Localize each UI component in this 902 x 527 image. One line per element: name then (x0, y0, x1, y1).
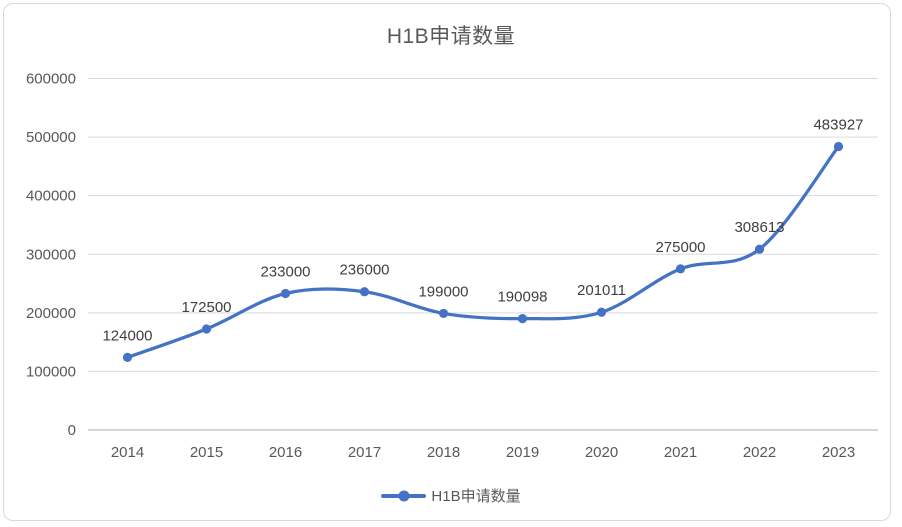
x-tick-label: 2019 (506, 444, 539, 461)
y-tick-label: 400000 (26, 188, 76, 205)
x-tick-label: 2023 (822, 444, 855, 461)
y-tick-label: 500000 (26, 129, 76, 146)
data-point-marker (754, 244, 765, 254)
data-point-marker (359, 287, 370, 297)
data-point-marker (517, 314, 528, 324)
data-point-label: 483927 (813, 116, 863, 133)
y-tick-label: 200000 (26, 305, 76, 322)
data-point-label: 308613 (734, 219, 784, 236)
x-tick-label: 2022 (743, 444, 776, 461)
y-tick-label: 0 (68, 422, 76, 439)
x-tick-label: 2014 (111, 444, 144, 461)
data-point-marker (438, 308, 449, 319)
data-point-label: 275000 (655, 239, 705, 256)
data-point-label: 233000 (260, 264, 310, 281)
legend-series-label: H1B申请数量 (431, 488, 521, 505)
x-tick-label: 2015 (190, 444, 223, 461)
data-point-marker (201, 324, 212, 334)
x-tick-label: 2021 (664, 444, 697, 461)
data-point-marker (122, 352, 133, 362)
x-tick-label: 2017 (348, 444, 381, 461)
chart-title: H1B申请数量 (386, 25, 516, 48)
data-point-label: 199000 (418, 283, 468, 300)
data-point-label: 201011 (577, 282, 626, 299)
y-tick-label: 600000 (26, 71, 76, 88)
legend-line-swatch (381, 490, 427, 501)
legend-marker-dot-icon (398, 490, 410, 501)
data-point-marker (596, 307, 607, 317)
series-line (125, 144, 841, 359)
data-point-label: 172500 (181, 299, 231, 316)
x-tick-label: 2018 (427, 444, 460, 461)
legend: H1B申请数量 (0, 485, 902, 506)
x-tick-label: 2016 (269, 444, 302, 461)
y-tick-label: 100000 (26, 363, 76, 380)
x-tick-label: 2020 (585, 444, 618, 461)
data-point-marker (833, 141, 844, 152)
data-point-marker (280, 288, 291, 299)
y-tick-label: 300000 (26, 246, 76, 263)
data-point-marker (675, 264, 686, 274)
data-point-label: 236000 (339, 262, 389, 279)
data-point-label: 190098 (497, 289, 547, 306)
data-point-label: 124000 (102, 327, 152, 344)
